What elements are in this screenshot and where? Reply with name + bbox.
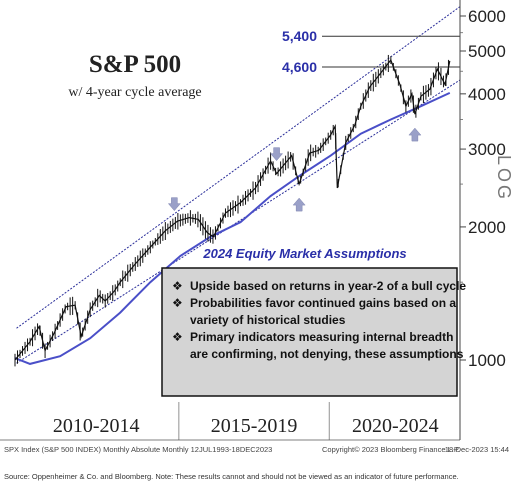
footer-index-info: SPX Index (S&P 500 INDEX) Monthly Absolu…	[4, 445, 272, 454]
y-tick-label: 3000	[468, 140, 506, 159]
x-period-label: 2020-2024	[352, 415, 439, 437]
assumption-text-line: Probabilities favor continued gains base…	[190, 296, 456, 310]
cycle-marker-arrow	[292, 197, 306, 212]
level-layer: 5,400 4,600	[282, 28, 460, 75]
y-tick-label: 5000	[468, 42, 506, 61]
bullet-star-icon: ❖	[172, 279, 183, 293]
y-axis-log-label: LOG	[494, 155, 513, 202]
upper-channel-line	[16, 6, 461, 329]
chart-title: S&P 500	[89, 51, 181, 78]
price-level-label: 5,400	[282, 28, 317, 44]
footer-source: Source: Oppenheimer & Co. and Bloomberg.…	[4, 472, 459, 481]
cycle-marker-arrow	[408, 127, 422, 142]
series-layer	[14, 54, 451, 367]
footer-date: 18-Dec-2023 15:44	[445, 445, 509, 454]
footer-copyright: Copyright© 2023 Bloomberg Finance L.P.	[322, 445, 460, 454]
price-level-label: 4,600	[282, 59, 317, 75]
bullet-star-icon: ❖	[172, 330, 183, 344]
assumption-text-line: Upside based on returns in year-2 of a b…	[190, 279, 466, 293]
assumptions-heading: 2024 Equity Market Assumptions	[202, 246, 406, 261]
y-tick-label: 4000	[468, 85, 506, 104]
price-bars	[14, 54, 449, 367]
y-tick-label: 6000	[468, 7, 506, 26]
assumption-text-line: variety of historical studies	[190, 313, 346, 327]
background-layer	[0, 402, 460, 441]
down-arrow-shape	[270, 147, 284, 162]
assumption-text-line: Primary indicators measuring internal br…	[190, 330, 453, 344]
assumptions-box: ❖ Upside based on returns in year-2 of a …	[161, 267, 466, 397]
cycle-marker-arrow	[167, 197, 181, 212]
down-arrow-shape	[167, 197, 181, 212]
cycle-average-line	[14, 91, 451, 365]
cycle-marker-arrow	[270, 147, 284, 162]
up-arrow-shape	[292, 197, 306, 212]
bullet-star-icon: ❖	[172, 296, 183, 310]
x-period-label: 2010-2014	[53, 415, 140, 437]
y-tick-label: 1000	[468, 351, 506, 370]
marker-layer	[167, 127, 422, 212]
y-tick-label: 2000	[468, 218, 506, 237]
chart-subtitle: w/ 4-year cycle average	[68, 85, 201, 100]
assumption-text-line: are confirming, not denying, these assum…	[190, 347, 464, 361]
axis-layer: 1000 2000 3000 4000 5000 6000 LOG 2010-2014 2015…	[53, 0, 513, 440]
up-arrow-shape	[408, 127, 422, 142]
assumptions-box-bg	[161, 267, 458, 397]
x-period-label: 2015-2019	[211, 415, 298, 437]
